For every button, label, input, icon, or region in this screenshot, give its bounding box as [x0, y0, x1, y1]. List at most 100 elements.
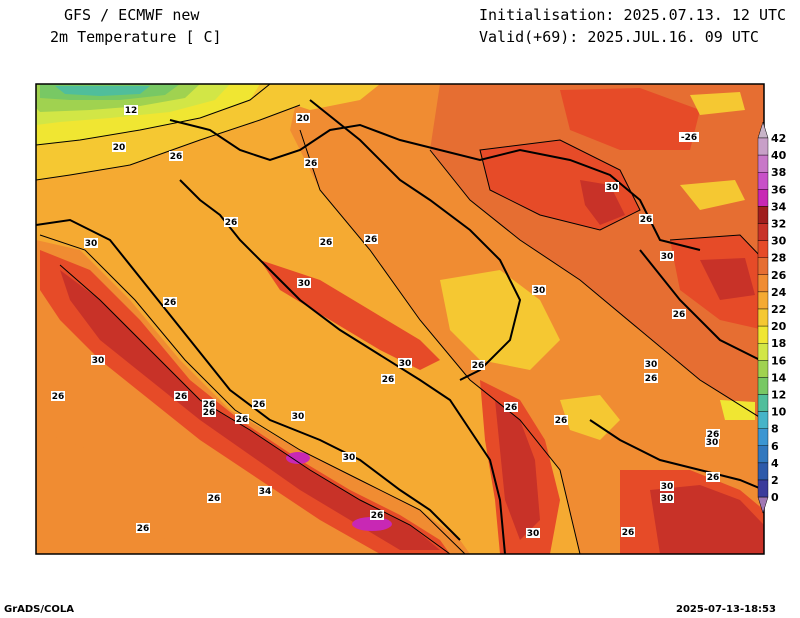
contour-label-bg — [207, 493, 221, 503]
colorbar-tick-label: 2 — [771, 474, 779, 487]
contour-label-text: 12 — [125, 106, 138, 116]
contour-label-text: 30 — [645, 360, 658, 370]
contour-label-bg — [639, 214, 653, 224]
contour-label: 26 — [554, 415, 568, 426]
colorbar-tick-label: 28 — [771, 252, 786, 265]
colorbar-swatch — [757, 240, 769, 258]
colorbar-tick-label: 10 — [771, 406, 787, 419]
colorbar-tick-label: 16 — [771, 354, 787, 367]
contour-label: 34 — [258, 486, 272, 497]
colorbar-swatch — [757, 360, 769, 378]
colorbar-tick-label: 0 — [771, 491, 779, 504]
colorbar-swatch — [757, 223, 769, 241]
contour-label: 30 — [291, 411, 305, 422]
contour-label-text: 26 — [371, 511, 384, 521]
colorbar-bottom-arrow — [757, 496, 769, 514]
contour-label-text: 26 — [365, 235, 378, 245]
colorbar-swatch — [757, 308, 769, 327]
contour-label-bg — [504, 402, 518, 412]
contour-label-bg — [297, 278, 311, 288]
contour-label-bg — [136, 523, 150, 533]
colorbar-swatch — [757, 325, 769, 344]
contour-label: 30 — [297, 278, 311, 289]
contour-label: 26 — [621, 527, 635, 538]
contour-label-bg — [381, 374, 395, 384]
contour-label-bg — [235, 414, 249, 424]
contour-label-bg — [706, 429, 720, 439]
colorbar-tick-label: 6 — [771, 440, 779, 453]
contour-label-bg — [679, 132, 699, 142]
colorbar-tick-label: 8 — [771, 423, 779, 436]
contour-label-bg — [554, 415, 568, 425]
contour-label-bg — [660, 481, 674, 491]
colorbar-tick-label: 12 — [771, 389, 786, 402]
contour-label-bg — [398, 358, 412, 368]
contour-label: 26 — [706, 472, 720, 483]
contour-label: 30 — [660, 481, 674, 492]
contour-label-text: 30 — [661, 482, 674, 492]
contour-label-bg — [252, 399, 266, 409]
contour-label-text: 30 — [661, 494, 674, 504]
contour-label-text: 30 — [85, 239, 98, 249]
contour-label-text: 26 — [707, 473, 720, 483]
contour-label-bg — [319, 237, 333, 247]
contour-label-text: 26 — [164, 298, 177, 308]
contour-label-text: 20 — [113, 143, 126, 153]
contour-label: 20 — [296, 113, 310, 124]
contour-label-text: 26 — [382, 375, 395, 385]
contour-label-bg — [364, 234, 378, 244]
contour-label-bg — [660, 251, 674, 261]
borders — [36, 99, 764, 554]
contour-label-bg — [706, 472, 720, 482]
contour-label-text: 30 — [527, 529, 540, 539]
map-title: GFS / ECMWF new — [64, 6, 200, 24]
contour-label: 26 — [207, 493, 221, 504]
colorbar-swatch — [757, 462, 769, 481]
contour-label-bg — [532, 285, 546, 295]
contour-label: 30 — [91, 355, 105, 366]
contour-label-text: 26 — [203, 408, 216, 418]
contour-label-text: 26 — [707, 430, 720, 440]
contour-label-bg — [644, 373, 658, 383]
colorbar-tick-label: 36 — [771, 183, 787, 196]
variable-title: 2m Temperature [ C] — [50, 28, 222, 46]
contour-label-bg — [296, 113, 310, 123]
initialisation-time: Initialisation: 2025.07.13. 12 UTC — [479, 6, 787, 24]
contour-label-bg — [84, 238, 98, 248]
colorbar-tick-label: 18 — [771, 337, 786, 350]
contour-label-bg — [163, 297, 177, 307]
colorbar-tick-label: 20 — [771, 320, 787, 333]
contour-label-text: 26 — [555, 416, 568, 426]
contour-label: 26 — [639, 214, 653, 225]
contour-label-text: 26 — [170, 152, 183, 162]
contour-label: 26 — [51, 391, 65, 402]
colorbar-swatch — [757, 206, 769, 224]
contour-label-bg — [605, 182, 619, 192]
contour-label: 26 — [471, 360, 485, 371]
colorbar-tick-label: 24 — [771, 286, 787, 299]
contour-label: 30 — [660, 251, 674, 262]
contour-label: 26 — [304, 158, 318, 169]
contour-label-text: 26 — [472, 361, 485, 371]
colorbar-tick-label: 4 — [771, 457, 779, 470]
contour-label-bg — [258, 486, 272, 496]
contour-label: 30 — [705, 437, 719, 448]
contour-label-text: 20 — [297, 114, 310, 124]
valid-time: Valid(+69): 2025.JUL.16. 09 UTC — [479, 28, 759, 46]
contour-label-text: 26 — [208, 494, 221, 504]
contour-label: 26 — [224, 217, 238, 228]
contour-label: 30 — [644, 359, 658, 370]
contour-label: 26 — [319, 237, 333, 248]
contour-label-bg — [51, 391, 65, 401]
contour-label: 26 — [163, 297, 177, 308]
contour-label: 26 — [672, 309, 686, 320]
colorbar-swatch — [757, 137, 769, 156]
contour-label-bg — [112, 142, 126, 152]
colorbar-tick-label: 26 — [771, 269, 787, 282]
colorbar-tick-label: 42 — [771, 132, 786, 145]
contour-label-text: 26 — [622, 528, 635, 538]
contour-label-text: 26 — [175, 392, 188, 402]
contour-label-bg — [124, 105, 138, 115]
